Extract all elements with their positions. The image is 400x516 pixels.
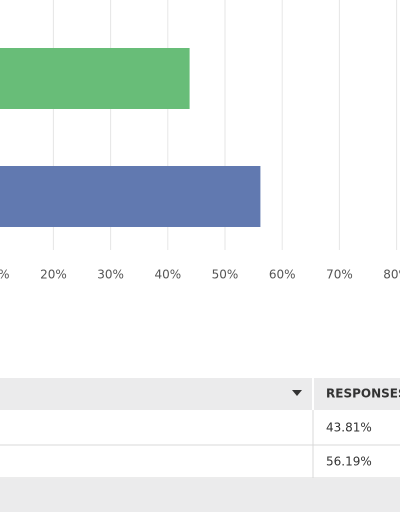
bar — [0, 166, 261, 227]
grid — [52, 0, 398, 250]
x-tick-label: 10% — [0, 268, 10, 282]
x-tick-label: 30% — [97, 268, 124, 282]
x-tick-label: 80% — [383, 268, 400, 282]
x-tick-label: 20% — [40, 268, 67, 282]
sort-arrow[interactable] — [292, 390, 302, 396]
table-footer-bg — [0, 479, 400, 512]
x-tick-label: 60% — [269, 268, 296, 282]
x-tick-label: 70% — [326, 268, 353, 282]
x-tick-label: 50% — [212, 268, 239, 282]
ticks: 10% 20% 30% 40% 50% 60% 70% 80% — [0, 268, 400, 282]
bar — [0, 48, 190, 109]
table-cell: 43.81% — [326, 421, 372, 435]
bars — [0, 48, 261, 227]
x-tick-label: 40% — [154, 268, 181, 282]
table-header: RESPONSES — [326, 387, 400, 401]
table-header-bg — [0, 378, 400, 410]
table-cell: 56.19% — [326, 455, 372, 469]
